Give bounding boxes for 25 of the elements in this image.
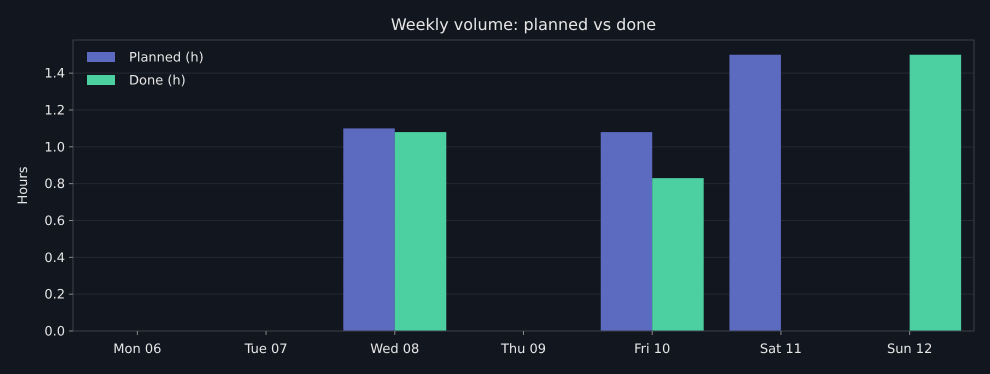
- bar: [343, 128, 395, 331]
- legend-label: Done (h): [129, 74, 186, 89]
- x-tick-label: Thu 09: [500, 342, 546, 357]
- y-tick-label: 0.6: [44, 214, 65, 230]
- bar: [394, 132, 446, 331]
- y-tick-label: 1.0: [44, 140, 65, 156]
- bar: [652, 178, 704, 331]
- x-tick-label: Mon 06: [113, 342, 162, 357]
- bar: [729, 54, 781, 331]
- y-tick-label: 0.8: [44, 177, 65, 192]
- x-tick-label: Fri 10: [634, 342, 670, 357]
- y-axis-title: Hours: [16, 166, 31, 205]
- y-tick-label: 0.0: [44, 324, 65, 340]
- legend-label: Planned (h): [129, 50, 204, 66]
- x-tick-label: Sun 12: [886, 342, 932, 357]
- x-tick-label: Tue 07: [244, 342, 288, 357]
- y-tick-label: 0.2: [44, 288, 65, 303]
- y-tick-label: 1.4: [44, 66, 65, 82]
- y-tick-label: 0.4: [44, 250, 65, 266]
- bar: [910, 54, 962, 331]
- bar: [600, 132, 652, 331]
- x-tick-label: Wed 08: [370, 342, 420, 357]
- x-tick-label: Sat 11: [760, 342, 802, 357]
- y-tick-label: 1.2: [44, 104, 65, 119]
- chart-title: Weekly volume: planned vs done: [390, 15, 656, 34]
